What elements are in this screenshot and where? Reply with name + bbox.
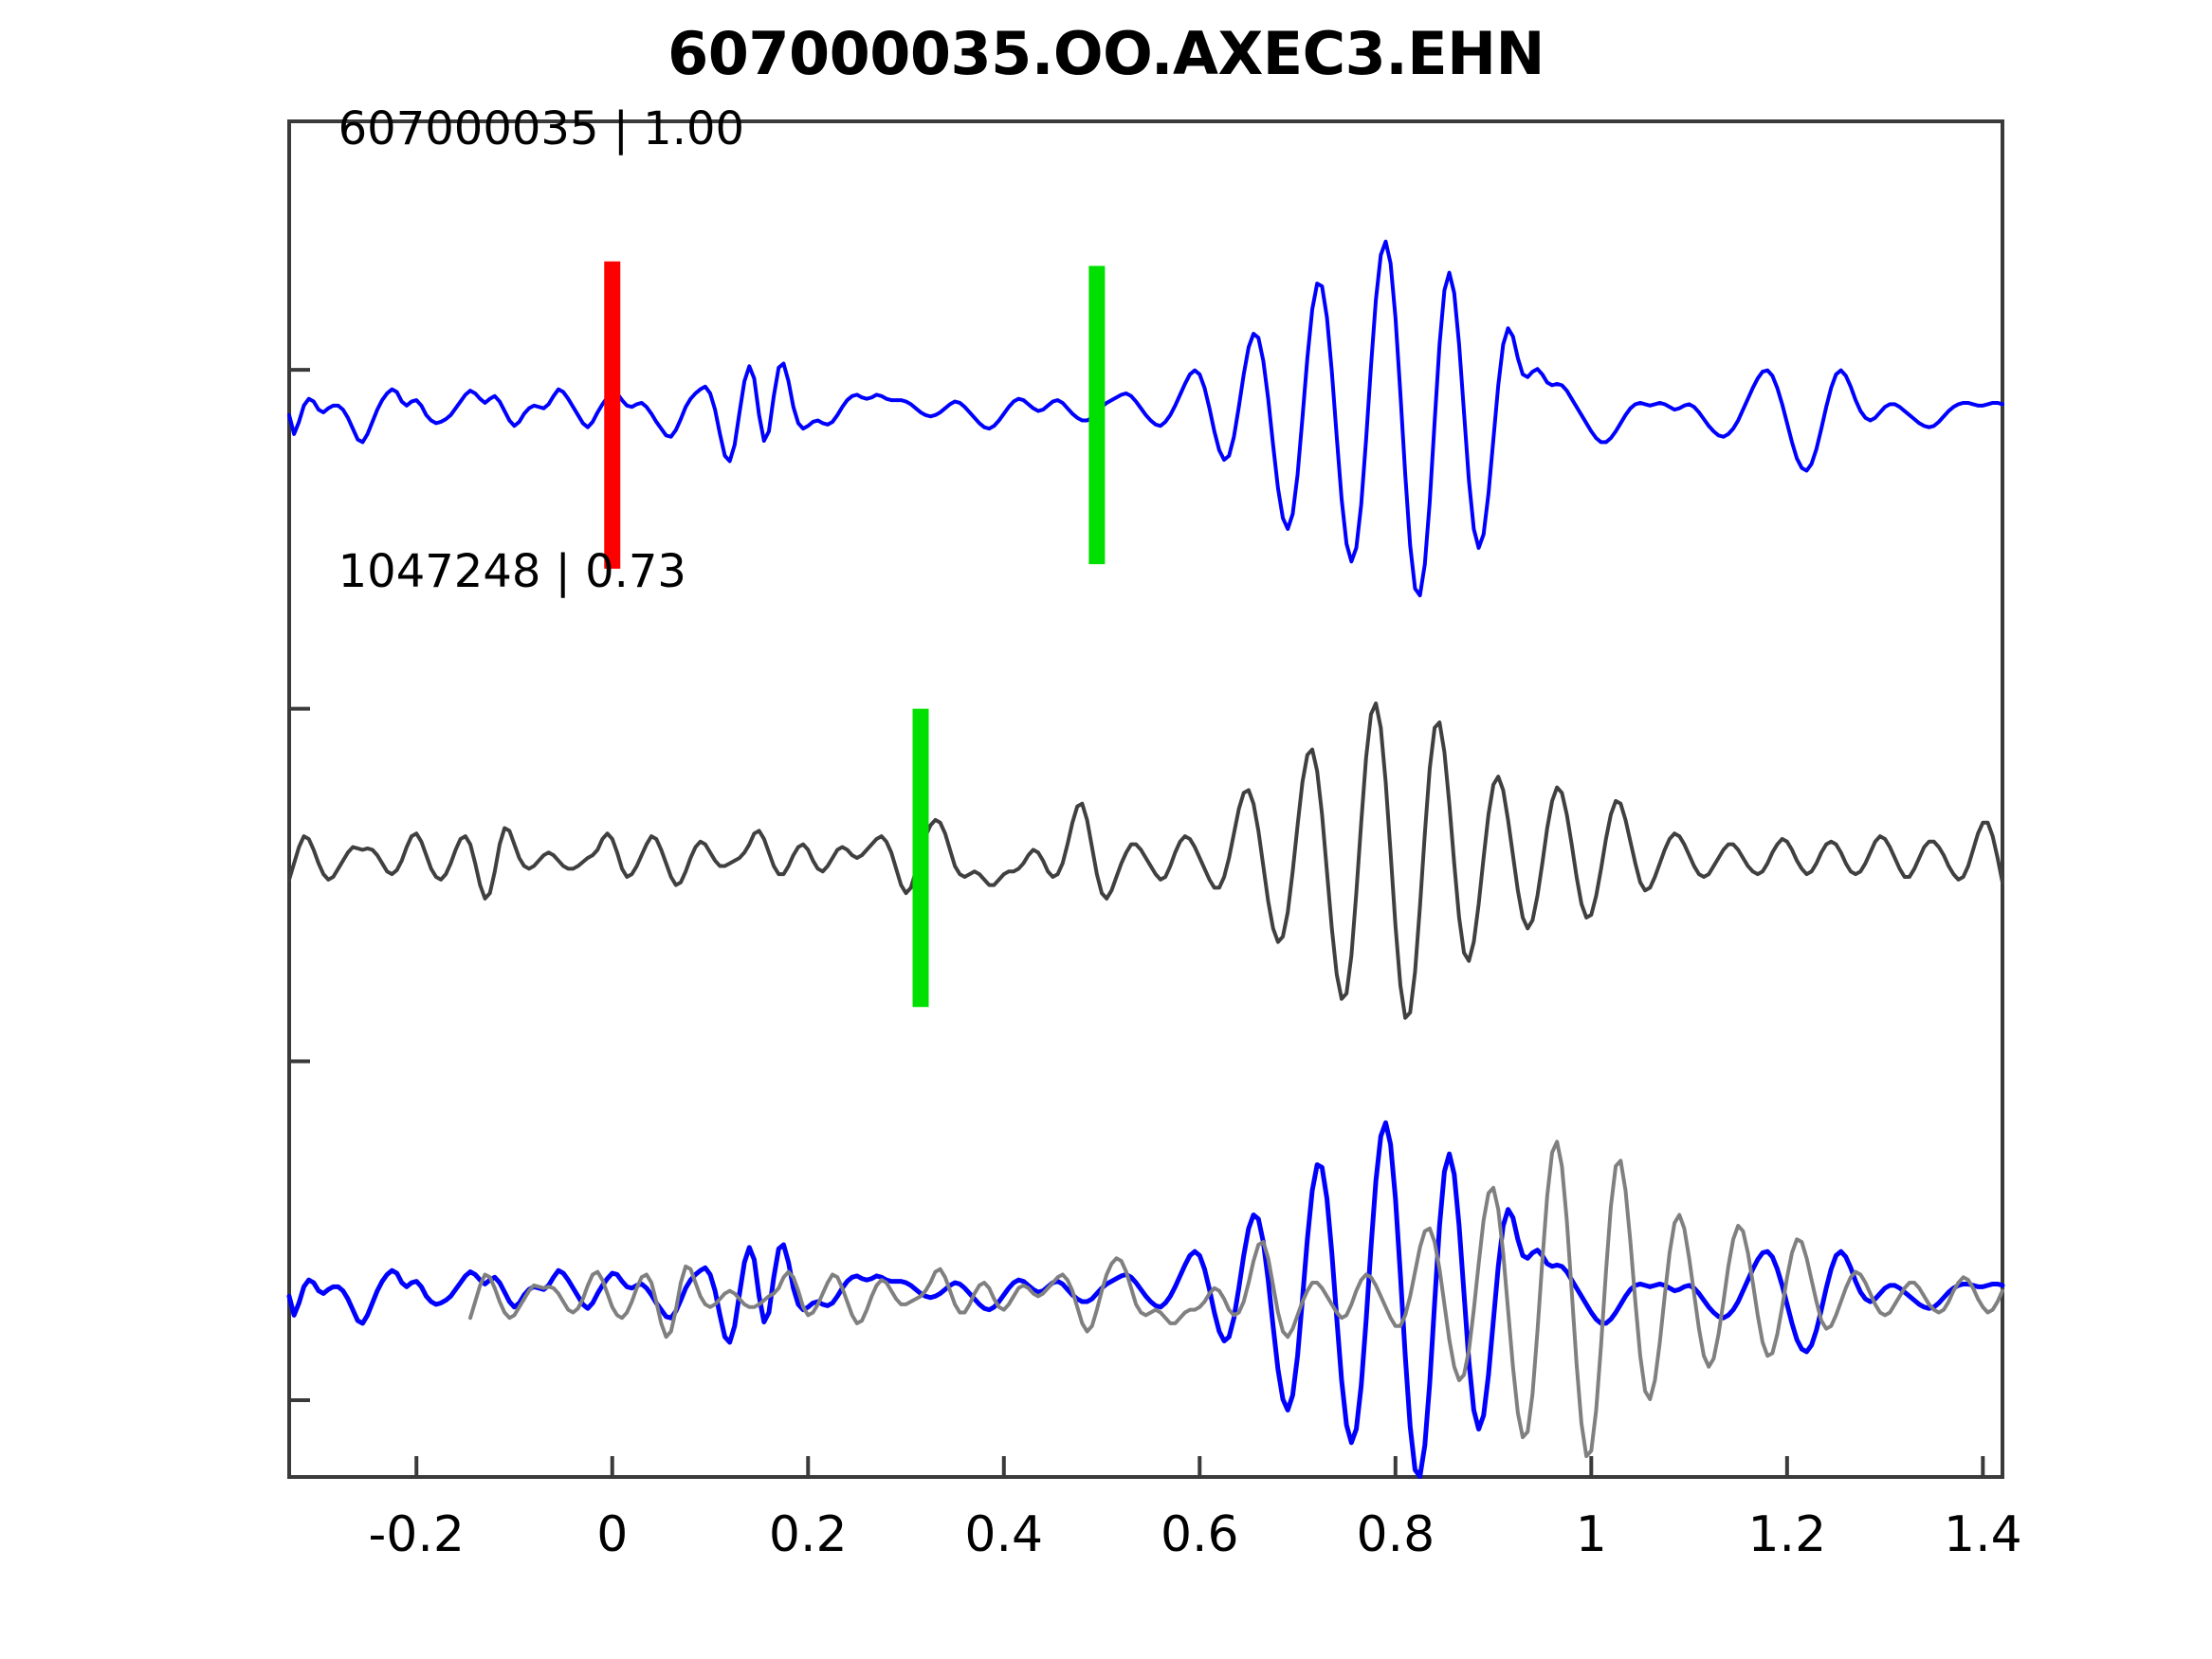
page-title: 607000035.OO.AXEC3.EHN [667, 19, 1545, 88]
waveform-trace-1047248-overlay [468, 1139, 2004, 1459]
x-tick-label-5: 0.8 [1356, 1506, 1435, 1563]
x-axis-ticks-group: -0.2 0 0.2 0.4 0.6 0.8 1 1.2 1.4 [368, 1456, 2022, 1563]
trace-label-template-trace: 607000035 | 1.00 [338, 102, 744, 155]
traces-group [286, 239, 2005, 1480]
x-tick-label-0: -0.2 [368, 1506, 464, 1563]
pick-markers-group [604, 261, 1106, 1008]
trace-label-detection-trace: 1047248 | 0.73 [338, 545, 686, 598]
x-tick-label-3: 0.4 [964, 1506, 1043, 1563]
waveform-trace-607000035 [287, 239, 2004, 598]
x-tick-label-4: 0.6 [1161, 1506, 1239, 1563]
x-tick-label-1: 0 [596, 1506, 628, 1563]
axes-frame [287, 119, 2004, 1479]
x-tick-label-8: 1.4 [1944, 1506, 2022, 1563]
x-tick-label-2: 0.2 [769, 1506, 848, 1563]
plot-border [287, 119, 2004, 1479]
x-tick-label-6: 1 [1576, 1506, 1607, 1563]
waveform-trace-1047248 [287, 701, 2004, 1020]
trace-labels-group: 607000035 | 1.00 1047248 | 0.73 [338, 102, 744, 598]
waveform-trace-607000035-overlay [286, 1120, 2005, 1480]
x-tick-label-7: 1.2 [1747, 1506, 1826, 1563]
